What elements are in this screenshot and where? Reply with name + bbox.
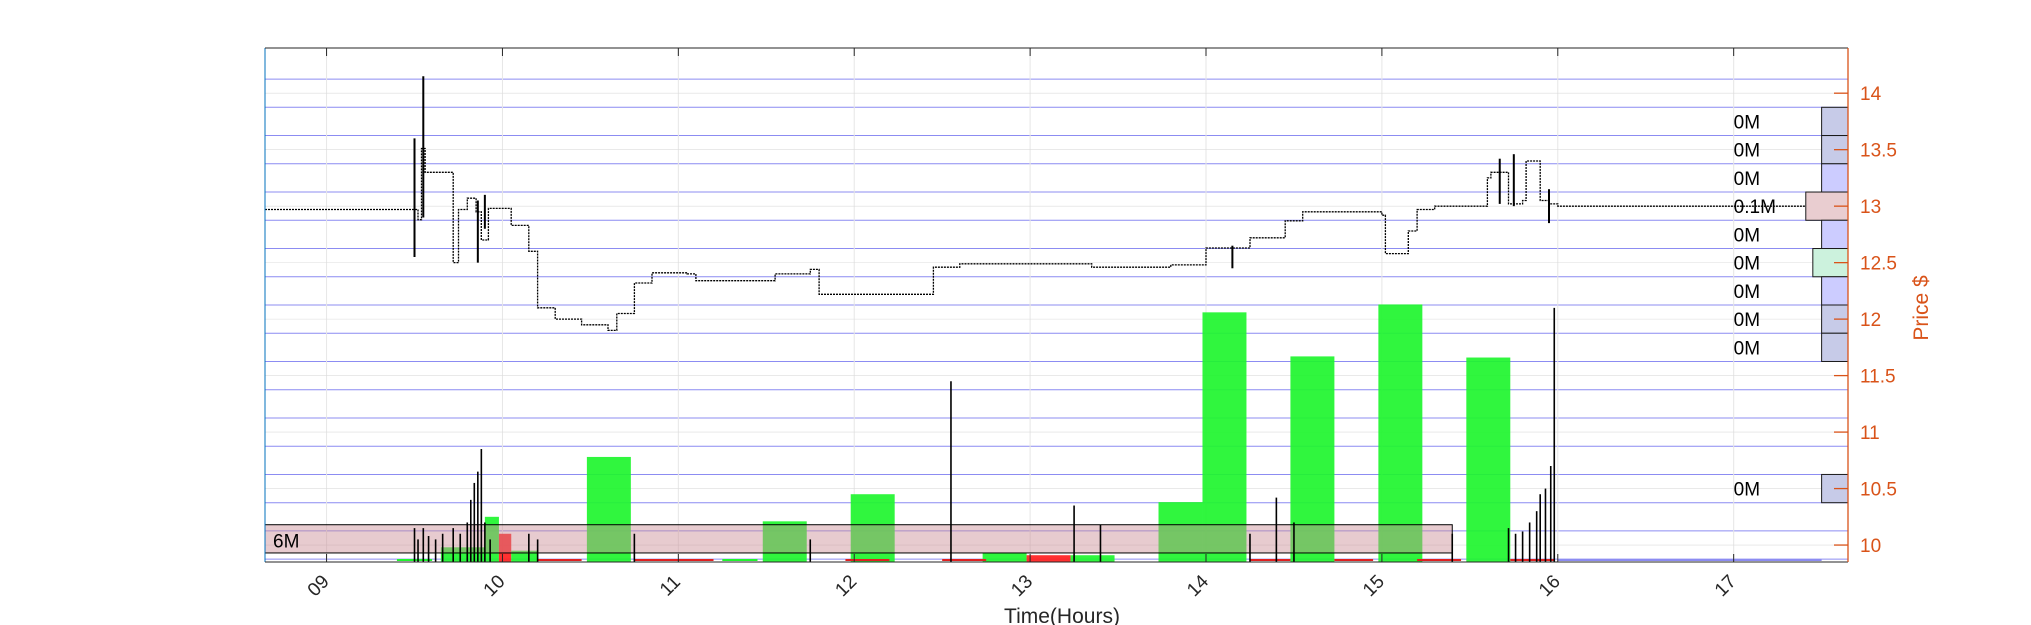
volume-profile-bar <box>1821 276 1849 306</box>
volume-profile-bar <box>1821 163 1849 193</box>
trade-ticks <box>413 307 1556 562</box>
y-tick-label: 12.5 <box>1860 254 1897 275</box>
x-tick-label: 17 <box>1711 571 1741 601</box>
total-volume-label: 6M <box>273 532 299 553</box>
volume-bar <box>850 494 895 562</box>
volume-bar <box>511 550 538 562</box>
volume-profile-bar <box>1821 332 1849 362</box>
volume-bar <box>1290 356 1335 562</box>
volume-profile-label: 0M <box>1734 480 1760 501</box>
volume-bar <box>1466 357 1511 562</box>
volume-bar <box>484 516 499 562</box>
volume-profile-label: 0.1M <box>1734 197 1776 218</box>
y-tick-label: 11.5 <box>1860 367 1896 388</box>
volume-profile-label: 0M <box>1734 112 1760 133</box>
y-tick-label: 12 <box>1860 310 1881 331</box>
x-tick-label: 16 <box>1535 571 1565 601</box>
y-tick-label: 13.5 <box>1860 141 1897 162</box>
price-series <box>265 76 1822 332</box>
volume-bars <box>396 304 1822 562</box>
x-axis-title: Time(Hours) <box>1004 605 1120 625</box>
y-tick-label: 11 <box>1860 423 1880 444</box>
volume-profile-label: 0M <box>1734 338 1760 359</box>
volume-bar <box>1026 555 1071 562</box>
y-tick-label: 10.5 <box>1860 480 1897 501</box>
volume-bar <box>1202 312 1247 562</box>
volume-bar <box>1378 304 1423 562</box>
volume-profile-label: 0M <box>1734 141 1760 162</box>
x-tick-label: 10 <box>480 571 510 601</box>
volume-profile-label: 0M <box>1734 310 1760 331</box>
volume-bar <box>1070 555 1115 562</box>
y-tick-label: 10 <box>1860 536 1881 557</box>
x-tick-label: 14 <box>1183 571 1213 601</box>
y-tick-label: 14 <box>1860 84 1882 105</box>
volume-profile-label: 0M <box>1734 169 1760 190</box>
x-tick-label: 09 <box>304 571 334 601</box>
volume-profile-bar <box>1821 106 1849 137</box>
x-tick-label: 12 <box>831 571 861 601</box>
volume-profile-label: 0M <box>1734 254 1760 275</box>
volume-profile-bar <box>1821 219 1849 250</box>
volume-profile-label: 0M <box>1734 282 1760 303</box>
y-tick-label: 13 <box>1860 197 1881 218</box>
x-tick-label: 13 <box>1007 571 1037 601</box>
volume-bar <box>586 456 631 562</box>
x-tick-label: 15 <box>1359 571 1389 601</box>
volume-bar <box>762 521 807 562</box>
volume-profile-label: 0M <box>1734 225 1760 246</box>
y-axis-title: Price $ <box>1910 275 1933 341</box>
volume-bar <box>1158 502 1203 562</box>
price-line <box>265 147 1822 332</box>
grid-lines <box>265 48 1848 562</box>
volume-bar <box>982 552 1027 562</box>
x-tick-label: 11 <box>656 572 685 601</box>
